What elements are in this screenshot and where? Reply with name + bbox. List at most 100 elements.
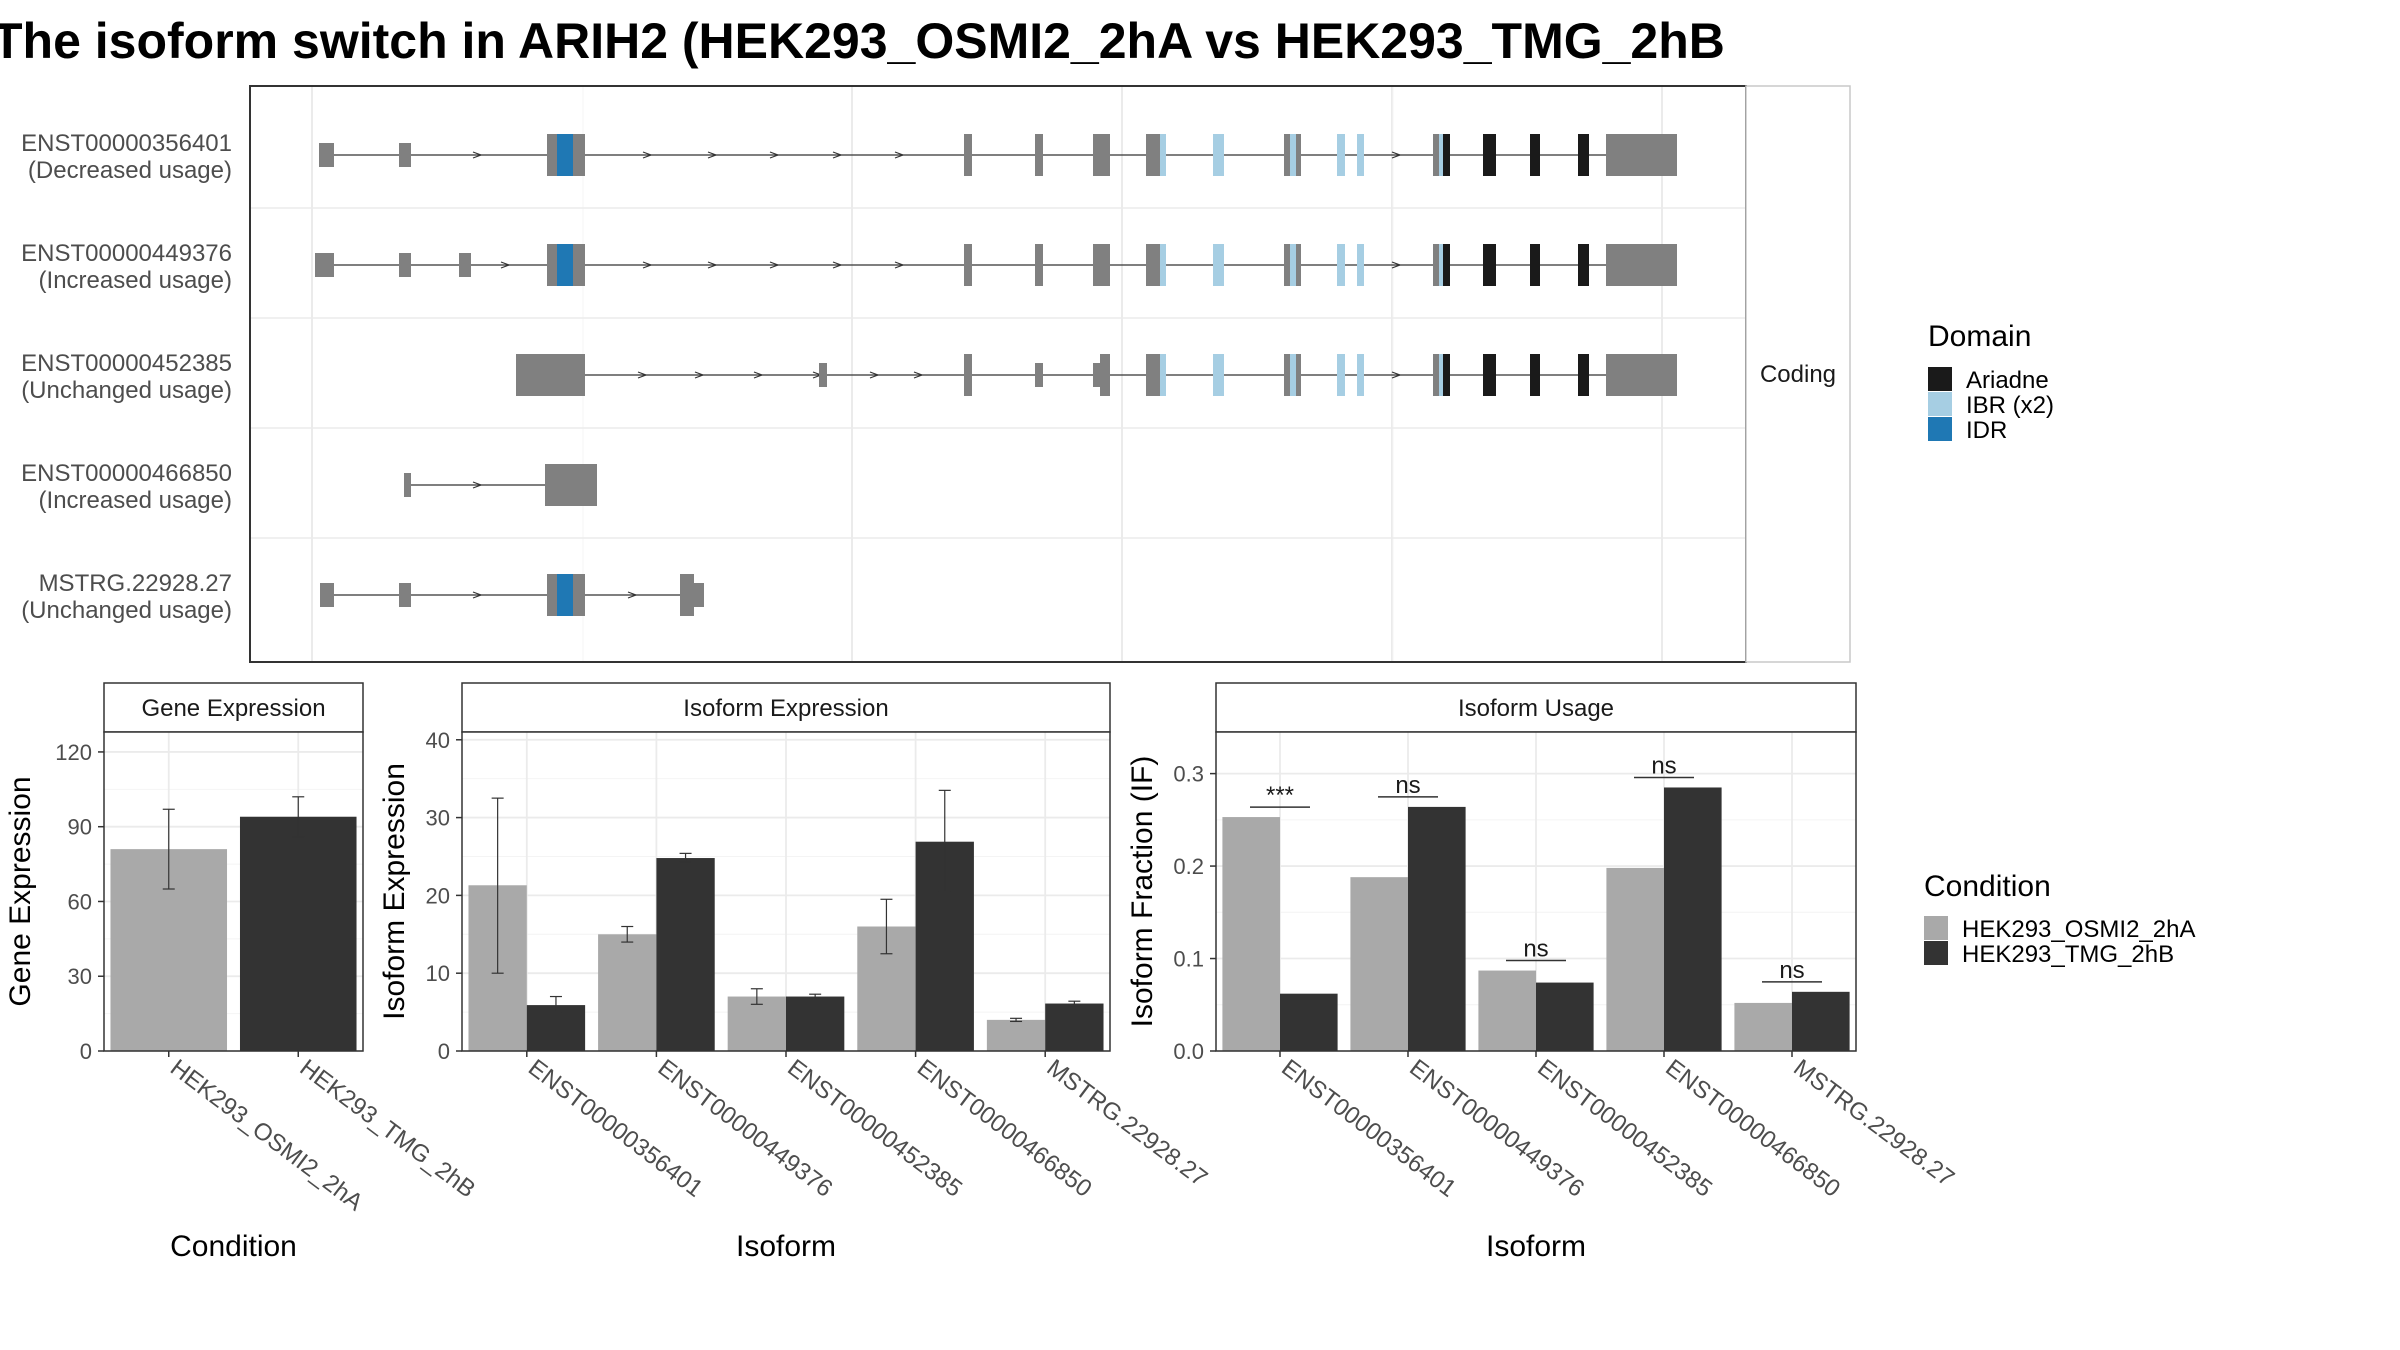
ibr-domain [1439, 134, 1443, 176]
idr-domain [557, 134, 573, 176]
coding-exon [1093, 134, 1110, 176]
coding-exon [964, 354, 972, 396]
legend-key-ariadne [1928, 367, 1952, 391]
ariadne-domain [1578, 354, 1589, 396]
strand-arrow [694, 371, 705, 379]
y-tick-label: 40 [426, 728, 450, 753]
x-axis-title: Isoform [1486, 1230, 1586, 1263]
isoform-label-1-usage: (Decreased usage) [28, 157, 232, 184]
strand-arrow [500, 261, 511, 269]
y-tick-label: 0.1 [1173, 947, 1204, 972]
ariadne-domain [1530, 244, 1540, 286]
coding-exon [1284, 244, 1290, 286]
legend-key-osmi2 [1924, 916, 1948, 940]
utr-exon [319, 143, 334, 167]
bar [598, 934, 657, 1051]
y-tick-label: 0.2 [1173, 854, 1204, 879]
coding-exon [1146, 134, 1160, 176]
ibr-domain [1290, 134, 1296, 176]
coding-exon [573, 574, 585, 616]
ariadne-domain [1578, 244, 1589, 286]
strand-arrow [472, 151, 483, 159]
ariadne-domain [1443, 134, 1450, 176]
coding-exon [1606, 244, 1614, 286]
strand-arrow [913, 371, 924, 379]
coding-exon [1606, 354, 1614, 396]
coding-exon [1296, 134, 1301, 176]
y-axis-title: Isoform Fraction (IF) [1126, 756, 1159, 1028]
utr-exon [399, 253, 411, 277]
strand-arrow [769, 261, 780, 269]
ariadne-domain [1530, 134, 1540, 176]
isoform-usage-chart: Isoform Usage*** nsnsnsns0.00.10.20.3ENST… [1126, 682, 1959, 1263]
significance-label: ns [1523, 936, 1548, 963]
coding-exon [680, 574, 694, 616]
legend-label-ibr: IBR (x2) [1966, 392, 2054, 419]
panel-strip-title: Gene Expression [141, 695, 325, 722]
bar [1606, 867, 1664, 1051]
ibr-domain [1439, 354, 1443, 396]
bar [1536, 982, 1594, 1051]
bar [1280, 993, 1338, 1051]
strand-arrow [869, 371, 880, 379]
legend-key-tmg [1924, 941, 1948, 965]
coding-exon [1146, 244, 1160, 286]
condition-legend-title: Condition [1924, 870, 2051, 903]
coding-exon [547, 244, 557, 286]
utr-exon [1035, 363, 1043, 387]
legend-key-ibr [1928, 392, 1952, 416]
significance-label: ns [1651, 752, 1676, 779]
coding-exon [1296, 244, 1301, 286]
ariadne-domain [1443, 244, 1450, 286]
utr-exon [516, 354, 585, 396]
isoform-track-4 [404, 464, 597, 506]
strand-arrow [472, 591, 483, 599]
isoform-label-1-id: ENST00000356401 [21, 130, 232, 157]
ariadne-domain [1483, 354, 1496, 396]
utr-exon [545, 464, 597, 506]
ariadne-domain [1578, 134, 1589, 176]
isoform-expression-chart: Isoform Expression010203040ENST000003564… [378, 682, 1212, 1263]
utr-exon [1614, 134, 1677, 176]
bar [656, 858, 715, 1051]
coding-exon [573, 134, 585, 176]
figure-title: The isoform switch in ARIH2 (HEK293_OSMI… [0, 13, 1725, 69]
y-tick-label: 30 [68, 964, 92, 989]
structure-strip [1745, 85, 1851, 663]
ibr-domain [1160, 134, 1166, 176]
strand-arrow [1391, 151, 1402, 159]
coding-exon [1093, 244, 1110, 286]
isoform-label-2-usage: (Increased usage) [39, 267, 232, 294]
domain-legend: Domain Ariadne IBR (x2) IDR [1928, 320, 2054, 444]
isoform-label-3-usage: (Unchanged usage) [21, 377, 232, 404]
utr-exon [459, 253, 471, 277]
structure-panel-background [250, 86, 1746, 662]
legend-label-tmg: HEK293_TMG_2hB [1962, 941, 2174, 968]
coding-exon [1035, 244, 1043, 286]
ariadne-domain [1483, 244, 1496, 286]
coding-exon [1433, 354, 1439, 396]
strand-arrow [753, 371, 764, 379]
strand-arrow [642, 151, 653, 159]
utr-exon [399, 583, 411, 607]
utr-exon [1093, 363, 1100, 387]
idr-domain [557, 244, 573, 286]
ariadne-domain [1443, 354, 1450, 396]
ibr-domain [1357, 134, 1364, 176]
strand-arrow [832, 261, 843, 269]
isoform-label-2-id: ENST00000449376 [21, 240, 232, 267]
strand-arrow [472, 481, 483, 489]
utr-exon [1614, 244, 1677, 286]
utr-exon [404, 473, 411, 497]
y-tick-label: 20 [426, 883, 450, 908]
isoform-track-1 [319, 134, 1677, 176]
gene-expression-chart: Gene Expression0306090120HEK293_OSMI2_2h… [4, 682, 480, 1263]
y-tick-label: 120 [55, 740, 92, 765]
strand-arrow [707, 151, 718, 159]
isoform-track-3 [516, 354, 1677, 396]
ibr-domain [1337, 354, 1345, 396]
panel-strip-title: Isoform Usage [1458, 695, 1614, 722]
bar [1734, 1002, 1792, 1051]
strand-arrow [832, 151, 843, 159]
